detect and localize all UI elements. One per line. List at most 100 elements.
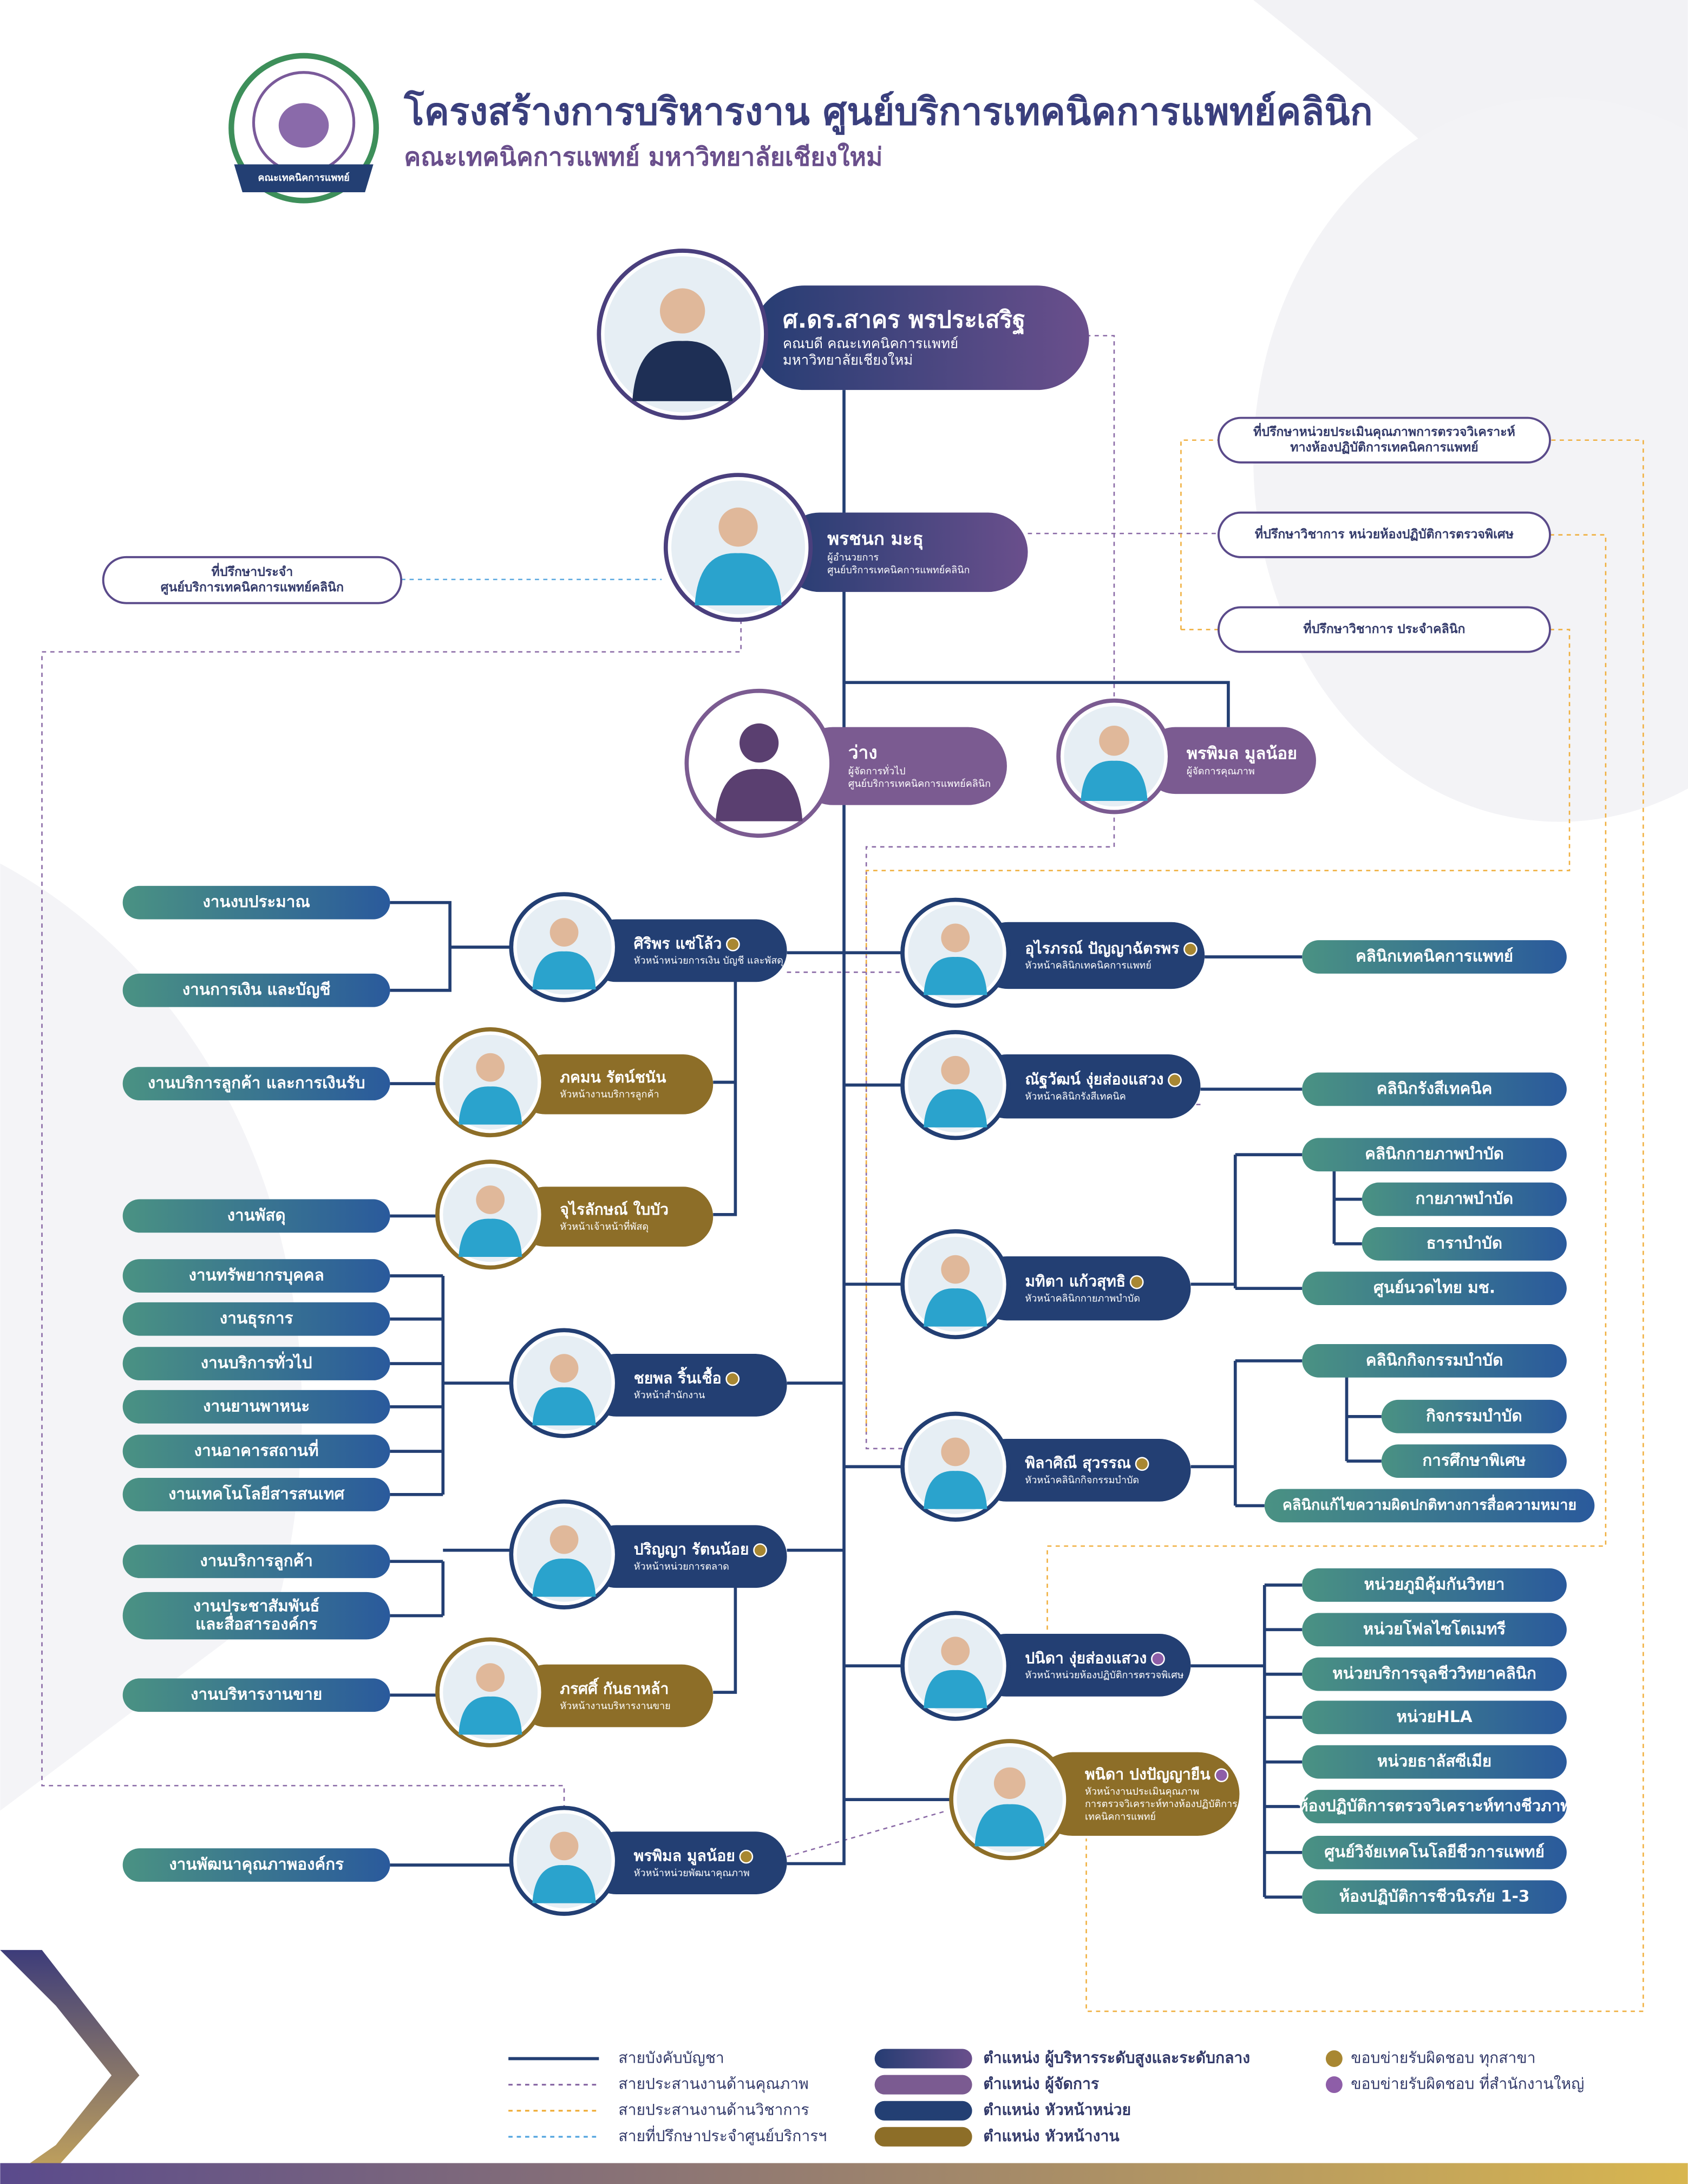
- connector: [787, 1810, 947, 1857]
- unit-box: [122, 1592, 390, 1640]
- photo-body: [715, 769, 803, 822]
- photo-body: [459, 1696, 522, 1735]
- photo-head: [941, 923, 970, 953]
- connector: [390, 901, 452, 992]
- connector: [865, 335, 1115, 1450]
- unit-label: งานพัสดุ: [227, 1206, 286, 1225]
- advisor-label: ที่ปรึกษาประจำ: [212, 563, 293, 579]
- photo-body: [532, 951, 596, 990]
- unit-label: งานอาคารสถานที่: [194, 1439, 319, 1460]
- legend-label: ขอบข่ายรับผิดชอบ ที่สำนักงานใหญ่: [1351, 2074, 1584, 2093]
- person-role: หัวหน้าสำนักงาน: [634, 1390, 705, 1401]
- person-role: หัวหน้าคลินิกรังสีเทคนิค: [1025, 1091, 1126, 1103]
- unit-box: [122, 1067, 390, 1100]
- unit-box: [1381, 1444, 1567, 1478]
- unit-label: หน่วยโฟลไซโตเมทรี: [1363, 1619, 1506, 1638]
- legend-swatch: [874, 2127, 972, 2147]
- unit-box: [1302, 1657, 1567, 1691]
- unit-box: [122, 1544, 390, 1579]
- unit-label: งานบริการทั่วไป: [201, 1352, 312, 1372]
- scope-dot: [725, 937, 740, 951]
- person-role: ผู้อำนวยการ: [827, 552, 879, 563]
- person-name: พิลาศิณี สุวรรณ: [1025, 1454, 1131, 1472]
- legend-label: สายที่ปรึกษาประจำศูนย์บริการฯ: [618, 2126, 827, 2146]
- person-role: หัวหน้าเจ้าหน้าที่พัสดุ: [560, 1220, 649, 1233]
- unit-label: และสื่อสารองค์กร: [195, 1613, 317, 1633]
- position-box: [974, 1256, 1191, 1321]
- scope-dot: [753, 1543, 767, 1557]
- legend-label: สายบังคับบัญชา: [618, 2049, 724, 2067]
- advisor-box: [1217, 606, 1551, 653]
- subtitle: คณะเทคนิคการแพทย์ มหาวิทยาลัยเชียงใหม่: [404, 142, 882, 172]
- unit-box: [1302, 1745, 1567, 1779]
- unit-label: คลินิกเทคนิคการแพทย์: [1356, 947, 1513, 966]
- legend-label: ตำแหน่ง ผู้บริหารระดับสูงและระดับกลาง: [983, 2049, 1250, 2068]
- unit-label: กิจกรรมบำบัด: [1426, 1406, 1522, 1425]
- person-name: พรชนก มะธุ: [827, 528, 924, 550]
- photo-body: [532, 1559, 596, 1597]
- person-role: ผู้จัดการทั่วไป: [848, 764, 906, 777]
- scope-dot: [1183, 942, 1198, 956]
- person-name: มทิตา แก้วสุทธิ: [1025, 1273, 1126, 1291]
- person-name: ณัฐวัฒน์ งุ่ยส่องแสวง: [1025, 1071, 1163, 1090]
- unit-box: [1302, 1138, 1567, 1172]
- unit-box: [1381, 1399, 1567, 1433]
- person-name: พรพิมล มูลน้อย: [634, 1847, 735, 1866]
- position-box: [1030, 1752, 1240, 1836]
- legend-dot: [1325, 2076, 1343, 2094]
- position-box: [585, 1354, 787, 1417]
- photo-head: [549, 1354, 579, 1383]
- person-role: เทคนิคการแพทย์: [1085, 1811, 1156, 1822]
- person-role: หัวหน้างานบริหารงานขาย: [560, 1700, 670, 1712]
- person-role: หัวหน้างานบริการลูกค้า: [560, 1089, 659, 1100]
- position-box: [974, 922, 1205, 989]
- logo-text: คณะเทคนิคการแพทย์: [258, 172, 349, 184]
- person-name: พรพิมล มูลน้อย: [1187, 744, 1297, 764]
- person-role: คณบดี คณะเทคนิคการแพทย์: [783, 336, 958, 352]
- person-name: ภคมน รัตน์ชนัน: [560, 1068, 666, 1086]
- unit-box: [1302, 1613, 1567, 1647]
- person-role: หัวหน้าคลินิกเทคนิคการแพทย์: [1025, 960, 1151, 972]
- photo-head: [549, 1525, 579, 1554]
- photo-head: [476, 1185, 505, 1214]
- advisor-label: ที่ปรึกษาวิชาการ ประจำคลินิก: [1303, 620, 1465, 636]
- unit-box: [1302, 1880, 1567, 1914]
- legend-dot: [1325, 2050, 1343, 2067]
- photo-body: [695, 553, 782, 605]
- scope-dot: [739, 1849, 754, 1864]
- unit-box: [122, 973, 390, 1007]
- unit-label: ศูนย์นวดไทย มช.: [1373, 1278, 1495, 1298]
- person-role: หัวหน้าหน่วยพัฒนาคุณภาพ: [634, 1867, 750, 1879]
- person-role: ศูนย์บริการเทคนิคการแพทย์คลินิก: [827, 564, 970, 576]
- legend: สายบังคับบัญชาสายประสานงานด้านคุณภาพสายป…: [508, 2049, 1584, 2147]
- position-box: [974, 1054, 1201, 1119]
- connector: [1085, 439, 1644, 2012]
- photo-body: [532, 1864, 596, 1903]
- photo-body: [532, 1387, 596, 1426]
- person-role: ศูนย์บริการเทคนิคการแพทย์คลินิก: [848, 778, 991, 790]
- person-name: พนิดา ปงปัญญายืน: [1085, 1765, 1211, 1783]
- unit-box: [122, 1199, 390, 1233]
- person-name: ปนิดา งุ่ยส่องแสวง: [1025, 1649, 1147, 1667]
- person-role: หัวหน้าคลินิกกายภาพบำบัด: [1025, 1293, 1140, 1304]
- unit-label: งานบริการลูกค้า: [200, 1551, 313, 1570]
- unit-label: งานการเงิน และบัญชี: [182, 980, 331, 999]
- legend-label: ตำแหน่ง ผู้จัดการ: [983, 2075, 1100, 2094]
- scope-dot: [1135, 1457, 1149, 1471]
- person-name: ชยพล ริ้นเชื้อ: [634, 1366, 722, 1387]
- unit-box: [1302, 1272, 1567, 1306]
- advisor-label: ทางห้องปฏิบัติการเทคนิคการแพทย์: [1290, 440, 1478, 454]
- unit-label: งานบริหารงานขาย: [191, 1685, 322, 1704]
- legend-swatch: [874, 2075, 972, 2095]
- unit-box: [122, 885, 390, 920]
- unit-label: งานประชาสัมพันธ์: [193, 1596, 320, 1615]
- unit-label: หน่วยธาลัสซีเมีย: [1377, 1752, 1491, 1770]
- connector: [844, 681, 1230, 727]
- position-box: [974, 1438, 1191, 1502]
- position-box: [1142, 727, 1316, 794]
- unit-box: [122, 1302, 390, 1336]
- scope-dot: [1129, 1275, 1144, 1289]
- unit-label: หน่วยภูมิคุ้มกันวิทยา: [1364, 1575, 1505, 1594]
- advisor-box: [102, 556, 403, 604]
